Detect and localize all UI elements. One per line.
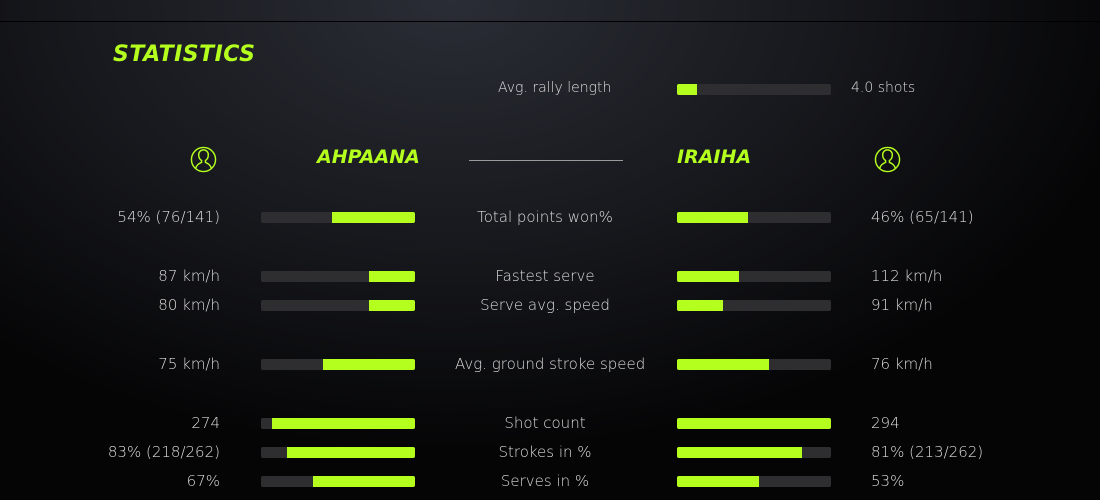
stat-label: Avg. ground stroke speed: [455, 355, 646, 373]
stat-right-bar-fill: [677, 212, 748, 223]
stat-right-bar-fill: [677, 418, 831, 429]
stat-left-value: 80 km/h: [158, 296, 220, 314]
stat-right-bar: [677, 271, 831, 282]
stat-label: Strokes in %: [498, 443, 592, 461]
stat-left-bar: [261, 212, 415, 223]
player-left-name: AHPAANA: [317, 146, 420, 168]
stat-left-bar-fill: [313, 476, 415, 487]
stat-left-bar-fill: [368, 271, 415, 282]
stat-right-bar: [677, 300, 831, 311]
stat-right-value: 53%: [871, 472, 905, 490]
stat-left-value: 274: [191, 414, 220, 432]
stat-left-bar-fill: [271, 418, 415, 429]
stat-right-value: 81% (213/262): [871, 443, 984, 461]
stat-left-bar: [261, 476, 415, 487]
header-divider: [469, 160, 623, 161]
stat-right-value: 46% (65/141): [871, 208, 974, 226]
stat-right-bar: [677, 476, 831, 487]
stat-label: Shot count: [504, 414, 586, 432]
stat-right-value: 294: [871, 414, 900, 432]
rally-label: Avg. rally length: [498, 80, 612, 96]
stat-left-value: 75 km/h: [158, 355, 220, 373]
stat-left-value: 67%: [186, 472, 220, 490]
page-title: STATISTICS: [113, 42, 256, 67]
stat-right-bar-fill: [677, 447, 802, 458]
stat-right-bar: [677, 418, 831, 429]
stat-left-bar: [261, 300, 415, 311]
stat-left-bar-fill: [322, 359, 415, 370]
stat-label: Fastest serve: [495, 267, 595, 285]
rally-bar: [677, 84, 831, 95]
stat-right-bar-fill: [677, 359, 770, 370]
stat-left-bar: [261, 271, 415, 282]
stat-label: Serves in %: [500, 472, 590, 490]
stat-left-bar: [261, 418, 415, 429]
stat-left-bar: [261, 447, 415, 458]
stat-label: Serve avg. speed: [480, 296, 610, 314]
stat-right-value: 76 km/h: [871, 355, 933, 373]
player-right-name: IRAIHA: [677, 146, 752, 168]
player-left-avatar-icon: [190, 146, 217, 173]
stat-right-bar-fill: [677, 300, 724, 311]
rally-value: 4.0 shots: [851, 80, 916, 96]
stat-right-value: 91 km/h: [871, 296, 933, 314]
stat-left-bar-fill: [287, 447, 415, 458]
stat-left-bar-fill: [368, 300, 415, 311]
stat-left-bar-fill: [331, 212, 415, 223]
stat-left-value: 54% (76/141): [117, 208, 220, 226]
stat-left-value: 83% (218/262): [107, 443, 220, 461]
player-right-avatar-icon: [874, 146, 901, 173]
stat-right-bar: [677, 359, 831, 370]
stat-right-bar: [677, 447, 831, 458]
stat-label: Total points won%: [477, 208, 613, 226]
stat-right-bar-fill: [677, 476, 759, 487]
stat-right-bar-fill: [677, 271, 739, 282]
stat-right-value: 112 km/h: [871, 267, 943, 285]
stat-right-bar: [677, 212, 831, 223]
rally-bar-fill: [677, 84, 698, 95]
stat-left-value: 87 km/h: [158, 267, 220, 285]
top-divider: [0, 21, 1100, 22]
stat-left-bar: [261, 359, 415, 370]
